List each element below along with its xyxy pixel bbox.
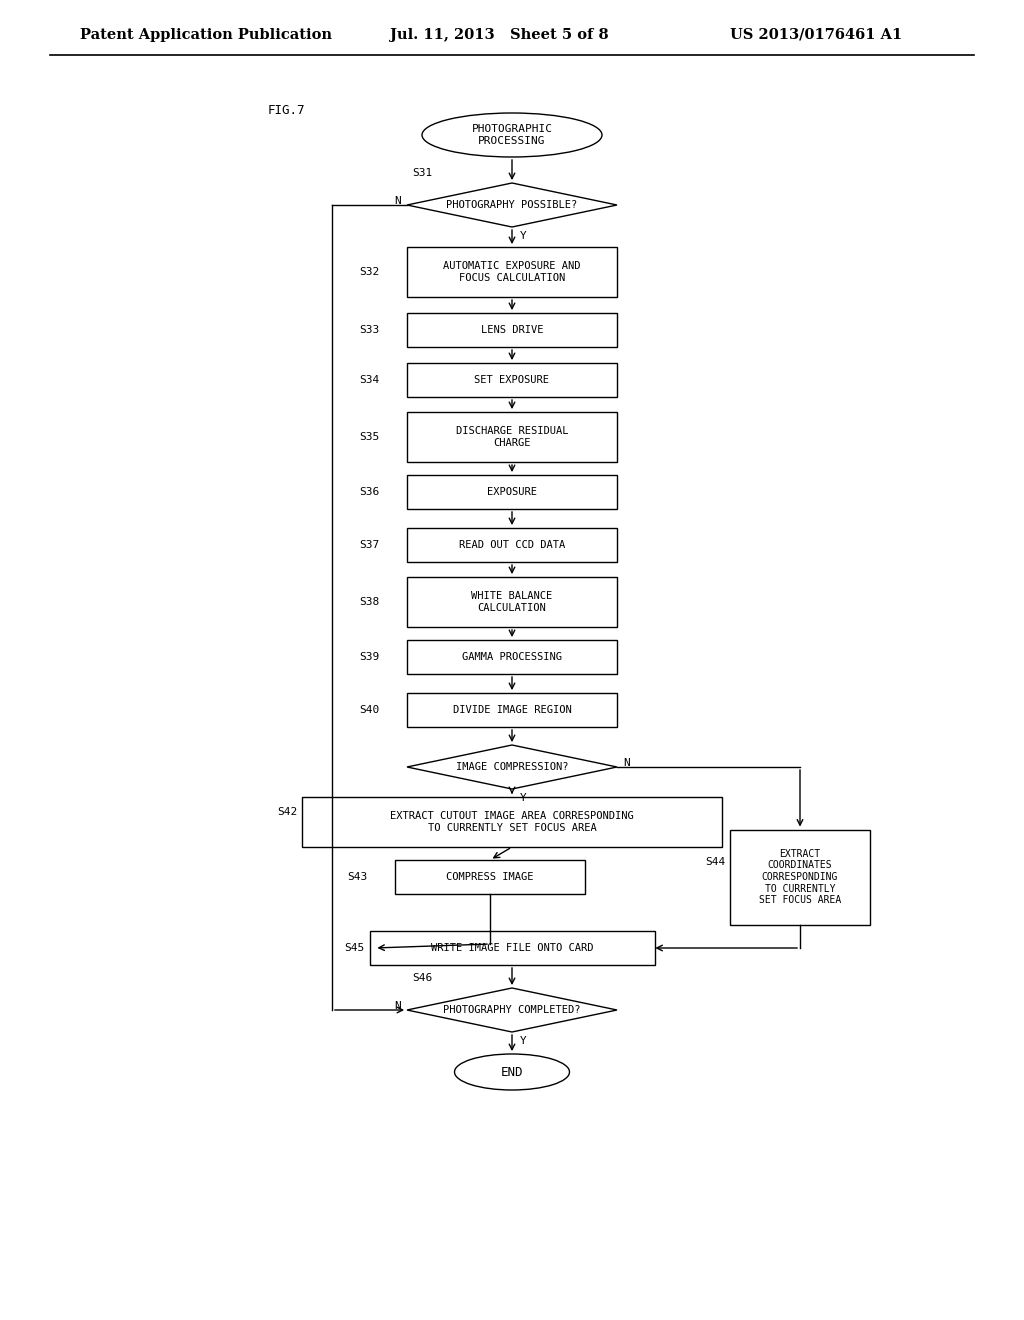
Text: DISCHARGE RESIDUAL
CHARGE: DISCHARGE RESIDUAL CHARGE [456, 426, 568, 447]
Text: END: END [501, 1065, 523, 1078]
Text: PHOTOGRAPHY POSSIBLE?: PHOTOGRAPHY POSSIBLE? [446, 201, 578, 210]
Text: EXTRACT CUTOUT IMAGE AREA CORRESPONDING
TO CURRENTLY SET FOCUS AREA: EXTRACT CUTOUT IMAGE AREA CORRESPONDING … [390, 812, 634, 833]
Text: S33: S33 [358, 325, 379, 335]
Text: S45: S45 [344, 942, 365, 953]
Text: S44: S44 [705, 857, 725, 867]
Text: N: N [394, 195, 401, 206]
Ellipse shape [455, 1053, 569, 1090]
Text: Y: Y [520, 231, 526, 242]
Text: PHOTOGRAPHY COMPLETED?: PHOTOGRAPHY COMPLETED? [443, 1005, 581, 1015]
Text: S34: S34 [358, 375, 379, 385]
FancyBboxPatch shape [407, 412, 617, 462]
Text: N: N [623, 758, 630, 768]
Text: FIG.7: FIG.7 [268, 103, 305, 116]
Text: WRITE IMAGE FILE ONTO CARD: WRITE IMAGE FILE ONTO CARD [431, 942, 593, 953]
Text: S36: S36 [358, 487, 379, 498]
FancyBboxPatch shape [407, 577, 617, 627]
Text: EXPOSURE: EXPOSURE [487, 487, 537, 498]
Text: N: N [394, 1001, 401, 1011]
Text: S31: S31 [412, 168, 432, 178]
Text: WHITE BALANCE
CALCULATION: WHITE BALANCE CALCULATION [471, 591, 553, 612]
Text: PHOTOGRAPHIC
PROCESSING: PHOTOGRAPHIC PROCESSING [471, 124, 553, 145]
Text: READ OUT CCD DATA: READ OUT CCD DATA [459, 540, 565, 550]
Text: S37: S37 [358, 540, 379, 550]
Text: DIVIDE IMAGE REGION: DIVIDE IMAGE REGION [453, 705, 571, 715]
FancyBboxPatch shape [407, 247, 617, 297]
Text: US 2013/0176461 A1: US 2013/0176461 A1 [730, 28, 902, 42]
Text: Y: Y [520, 793, 526, 803]
FancyBboxPatch shape [407, 313, 617, 347]
FancyBboxPatch shape [730, 829, 870, 924]
FancyBboxPatch shape [407, 640, 617, 675]
Text: S38: S38 [358, 597, 379, 607]
Text: COMPRESS IMAGE: COMPRESS IMAGE [446, 873, 534, 882]
Text: S43: S43 [347, 873, 367, 882]
Text: Patent Application Publication: Patent Application Publication [80, 28, 332, 42]
FancyBboxPatch shape [407, 475, 617, 510]
Text: S42: S42 [276, 807, 297, 817]
FancyBboxPatch shape [407, 363, 617, 397]
Text: IMAGE COMPRESSION?: IMAGE COMPRESSION? [456, 762, 568, 772]
Text: S39: S39 [358, 652, 379, 663]
Ellipse shape [422, 114, 602, 157]
Text: S32: S32 [358, 267, 379, 277]
FancyBboxPatch shape [370, 931, 654, 965]
Text: LENS DRIVE: LENS DRIVE [480, 325, 544, 335]
Text: Y: Y [520, 1036, 526, 1045]
FancyBboxPatch shape [407, 693, 617, 727]
FancyBboxPatch shape [407, 528, 617, 562]
Polygon shape [407, 987, 617, 1032]
Text: Jul. 11, 2013   Sheet 5 of 8: Jul. 11, 2013 Sheet 5 of 8 [390, 28, 608, 42]
Polygon shape [407, 744, 617, 789]
Text: S35: S35 [358, 432, 379, 442]
FancyBboxPatch shape [302, 797, 722, 847]
Text: GAMMA PROCESSING: GAMMA PROCESSING [462, 652, 562, 663]
Text: EXTRACT
COORDINATES
CORRESPONDING
TO CURRENTLY
SET FOCUS AREA: EXTRACT COORDINATES CORRESPONDING TO CUR… [759, 849, 841, 906]
Text: S46: S46 [412, 973, 432, 983]
FancyBboxPatch shape [395, 861, 585, 894]
Polygon shape [407, 183, 617, 227]
Text: SET EXPOSURE: SET EXPOSURE [474, 375, 550, 385]
Text: AUTOMATIC EXPOSURE AND
FOCUS CALCULATION: AUTOMATIC EXPOSURE AND FOCUS CALCULATION [443, 261, 581, 282]
Text: S40: S40 [358, 705, 379, 715]
